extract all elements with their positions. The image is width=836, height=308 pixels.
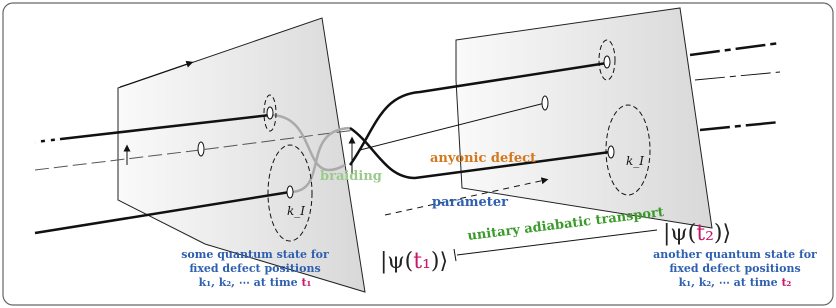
caption-text: k₁, k₂, ⋯ at time: [199, 276, 302, 289]
caption-text: k₁, k₂, ⋯ at time: [679, 276, 782, 289]
caption: another quantum state for: [653, 248, 817, 261]
defect: [608, 146, 614, 158]
ket-close: )⟩: [714, 221, 731, 246]
defect: [604, 56, 610, 68]
caption: some quantum state for: [181, 248, 329, 261]
defect: [267, 107, 273, 119]
caption-time: t₂: [781, 276, 791, 289]
k-label: k_I: [626, 154, 644, 168]
ket-time: t₁: [413, 249, 431, 274]
ket-open: |ψ(: [663, 221, 696, 246]
ket-time: t₂: [696, 221, 714, 246]
parameter-label: parameter: [432, 195, 508, 210]
caption: k₁, k₂, ⋯ at time t₂: [679, 276, 792, 289]
caption: k₁, k₂, ⋯ at time t₁: [199, 276, 312, 289]
diagram: braiding anyonic defect parameter k_I k_…: [0, 0, 836, 308]
ket-open: |ψ(: [380, 249, 413, 274]
defect-label: anyonic defect: [430, 151, 536, 166]
defect: [542, 96, 548, 110]
k-label: k_I: [287, 204, 305, 218]
caption: fixed defect positions: [189, 262, 320, 275]
ket-left: |ψ(t₁)⟩: [380, 249, 448, 274]
ket-right: |ψ(t₂)⟩: [663, 221, 731, 246]
defect: [198, 142, 204, 156]
caption-time: t₁: [301, 276, 311, 289]
ket-close: )⟩: [431, 249, 448, 274]
braiding-label: braiding: [320, 169, 382, 184]
defect: [287, 186, 293, 198]
caption: fixed defect positions: [669, 262, 800, 275]
